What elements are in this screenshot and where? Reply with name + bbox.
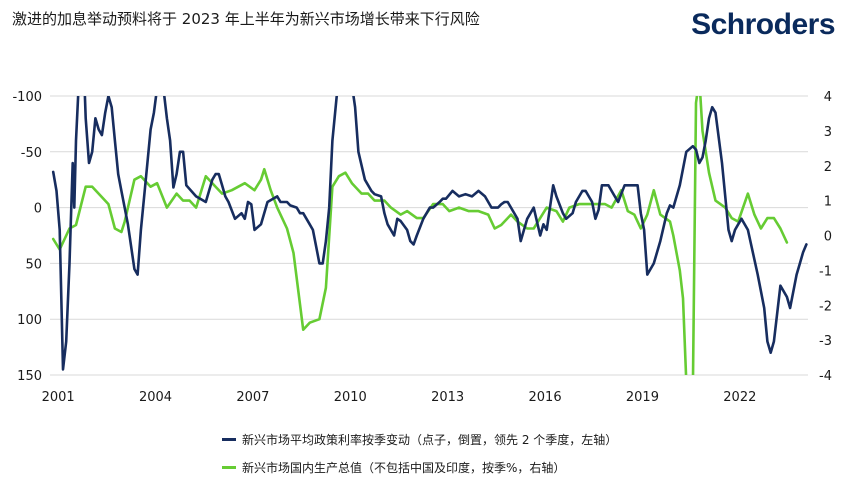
right-axis: 4 3 2 1 0 -1 -2 -3 -4 — [819, 90, 832, 384]
x-tick-label: 2016 — [529, 390, 562, 405]
left-tick-label: 100 — [17, 313, 42, 328]
right-tick-label: -1 — [819, 264, 832, 279]
x-tick-label: 2001 — [42, 390, 75, 405]
right-tick-label: 3 — [824, 125, 832, 140]
right-tick-label: 4 — [824, 90, 832, 105]
left-tick-label: 150 — [17, 369, 42, 384]
x-axis: 2001 2004 2007 2010 2013 2016 2019 2022 — [42, 390, 757, 405]
grid-lines — [50, 95, 808, 376]
x-tick-label: 2007 — [236, 390, 269, 405]
x-tick-label: 2010 — [334, 390, 367, 405]
legend-item-policy-rate: 新兴市场平均政策利率按季变动（点子，倒置，领先 2 个季度，左轴） — [222, 431, 617, 448]
left-tick-label: -100 — [12, 90, 42, 105]
right-tick-label: -2 — [819, 299, 832, 314]
chart-title: 激进的加息举动预料将于 2023 年上半年为新兴市场增长带来下行风险 — [12, 10, 480, 28]
legend-label-policy-rate: 新兴市场平均政策利率按季变动（点子，倒置，领先 2 个季度，左轴） — [242, 433, 618, 447]
series-line-policy-rate — [51, 96, 808, 371]
right-tick-label: -3 — [819, 334, 832, 349]
legend-swatch-navy — [222, 438, 236, 441]
legend-label-gdp: 新兴市场国内生产总值（不包括中国及印度，按季%，右轴） — [242, 461, 566, 475]
schroders-logo: Schroders — [691, 8, 835, 41]
legend-swatch-green — [222, 466, 236, 469]
series-line-gdp — [51, 96, 789, 375]
x-tick-label: 2019 — [626, 390, 659, 405]
series-layer — [51, 96, 808, 375]
left-tick-label: -50 — [21, 146, 42, 161]
right-tick-label: 2 — [824, 160, 832, 175]
right-tick-label: 0 — [824, 230, 832, 245]
x-tick-label: 2022 — [723, 390, 756, 405]
right-tick-label: -4 — [819, 369, 832, 384]
left-tick-label: 50 — [25, 257, 42, 272]
x-tick-label: 2004 — [139, 390, 172, 405]
x-tick-label: 2013 — [431, 390, 464, 405]
left-tick-label: 0 — [34, 202, 42, 217]
right-tick-label: 1 — [824, 195, 832, 210]
left-axis: -100 -50 0 50 100 150 — [12, 90, 42, 384]
legend-item-gdp: 新兴市场国内生产总值（不包括中国及印度，按季%，右轴） — [222, 459, 565, 476]
